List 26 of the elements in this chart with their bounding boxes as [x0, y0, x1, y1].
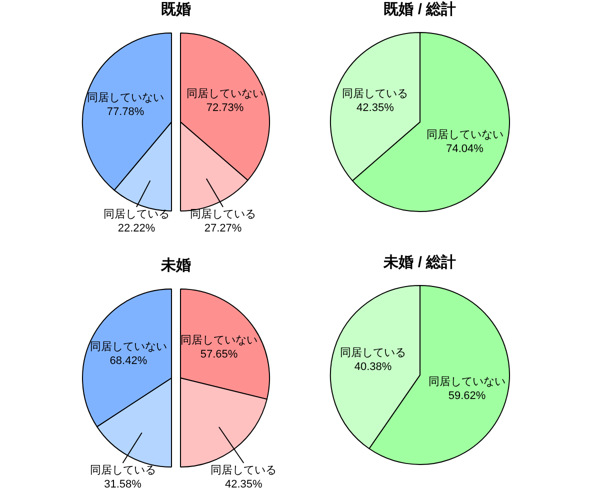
chart-title: 既婚 / 総計 — [382, 0, 458, 19]
chart-title: 未婚 / 総計 — [382, 253, 458, 272]
slice-label: 同居している — [90, 464, 156, 477]
slice-label: 同居している — [210, 464, 277, 477]
slice-label: 同居している — [340, 346, 406, 359]
data-label: 40.38% — [354, 360, 392, 373]
slice-label: 同居していない — [180, 334, 258, 346]
slice-label: 同居していない — [426, 128, 504, 141]
slice-label: 同居していない — [87, 92, 164, 104]
data-label: 31.58% — [104, 478, 142, 491]
data-label: 77.78% — [106, 106, 144, 118]
chart-title: 未婚 — [160, 256, 192, 275]
data-label: 42.35% — [356, 102, 394, 114]
slice-label: 同居していない — [428, 376, 506, 388]
data-label: 59.62% — [448, 390, 486, 402]
data-label: 22.22% — [118, 222, 156, 235]
data-label: 57.65% — [200, 348, 238, 360]
data-label: 68.42% — [110, 355, 148, 368]
data-label: 72.73% — [206, 102, 244, 114]
chart-title: 既婚 — [160, 0, 192, 19]
slice-label: 同居していない — [90, 341, 167, 354]
slice-label: 同居している — [342, 88, 408, 100]
slice-label: 同居していない — [186, 88, 264, 100]
data-label: 74.04% — [446, 142, 484, 155]
data-label: 27.27% — [204, 222, 242, 235]
data-label: 42.35% — [225, 478, 263, 491]
